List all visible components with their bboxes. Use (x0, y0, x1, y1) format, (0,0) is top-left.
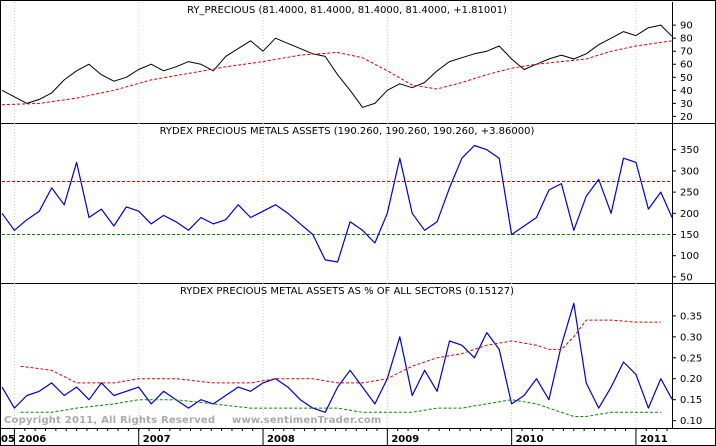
series-upper-band (20, 319, 661, 384)
copyright-text: Copyright 2011, All Rights Reserved (4, 415, 215, 426)
series-assets (1, 144, 673, 263)
y-tick-label: 0.30 (680, 332, 702, 343)
y-tick-label: 50 (680, 272, 693, 283)
series-moving-average (1, 40, 673, 106)
x-tick-label: 2006 (18, 434, 46, 445)
y-tick-label: 100 (680, 251, 699, 262)
watermark-text: www.sentimenTrader.com (232, 415, 382, 426)
y-tick-label: 0.10 (680, 416, 702, 427)
panel-2: 50 100 150 200 250 300 350 RYDEX PRECIOUS METAL… (0, 123, 716, 284)
panel-1: 20 30 40 50 60 70 80 90 RY_PRECIOUS (81.4000, 81… (0, 2, 716, 124)
panel-title: RYDEX PRECIOUS METALS ASSETS (190.260, 1… (160, 126, 535, 137)
y-tick-label: 350 (680, 145, 699, 156)
x-tick-label: 2007 (143, 434, 171, 445)
x-tick-label: 2011 (640, 434, 668, 445)
y-tick-label: 60 (680, 60, 693, 71)
panel-title: RYDEX PRECIOUS METAL ASSETS AS % OF ALL … (180, 286, 514, 297)
y-tick-label: 250 (680, 188, 699, 199)
panel-3: 0.10 0.15 0.20 0.25 0.30 0.35 RYDEX PRECIOUS M… (0, 283, 716, 429)
y-tick-label: 50 (680, 73, 693, 84)
y-tick-label: 200 (680, 209, 699, 220)
x-tick-label: 2009 (391, 434, 419, 445)
x-tick-label: 2010 (516, 434, 544, 445)
y-tick-label: 20 (680, 112, 693, 123)
series-price (1, 24, 673, 108)
y-tick-label: 40 (680, 86, 693, 97)
x-tick-label: 05 (1, 434, 15, 445)
series-percent (1, 302, 673, 413)
y-tick-label: 0.25 (680, 353, 702, 364)
y-tick-label: 0.15 (680, 395, 702, 406)
y-tick-label: 150 (680, 230, 699, 241)
y-tick-label: 30 (680, 99, 693, 110)
y-tick-label: 300 (680, 166, 699, 177)
y-tick-label: 90 (680, 21, 693, 32)
x-tick-label: 2008 (267, 434, 295, 445)
y-tick-label: 0.35 (680, 311, 702, 322)
x-axis: 05 2006 2007 2008 2009 2010 2011 (0, 428, 716, 446)
y-tick-label: 70 (680, 47, 693, 58)
panel-title: RY_PRECIOUS (81.4000, 81.4000, 81.4000, … (187, 5, 507, 16)
y-tick-label: 80 (680, 34, 693, 45)
y-tick-label: 0.20 (680, 374, 702, 385)
series-lower-band (20, 399, 661, 417)
